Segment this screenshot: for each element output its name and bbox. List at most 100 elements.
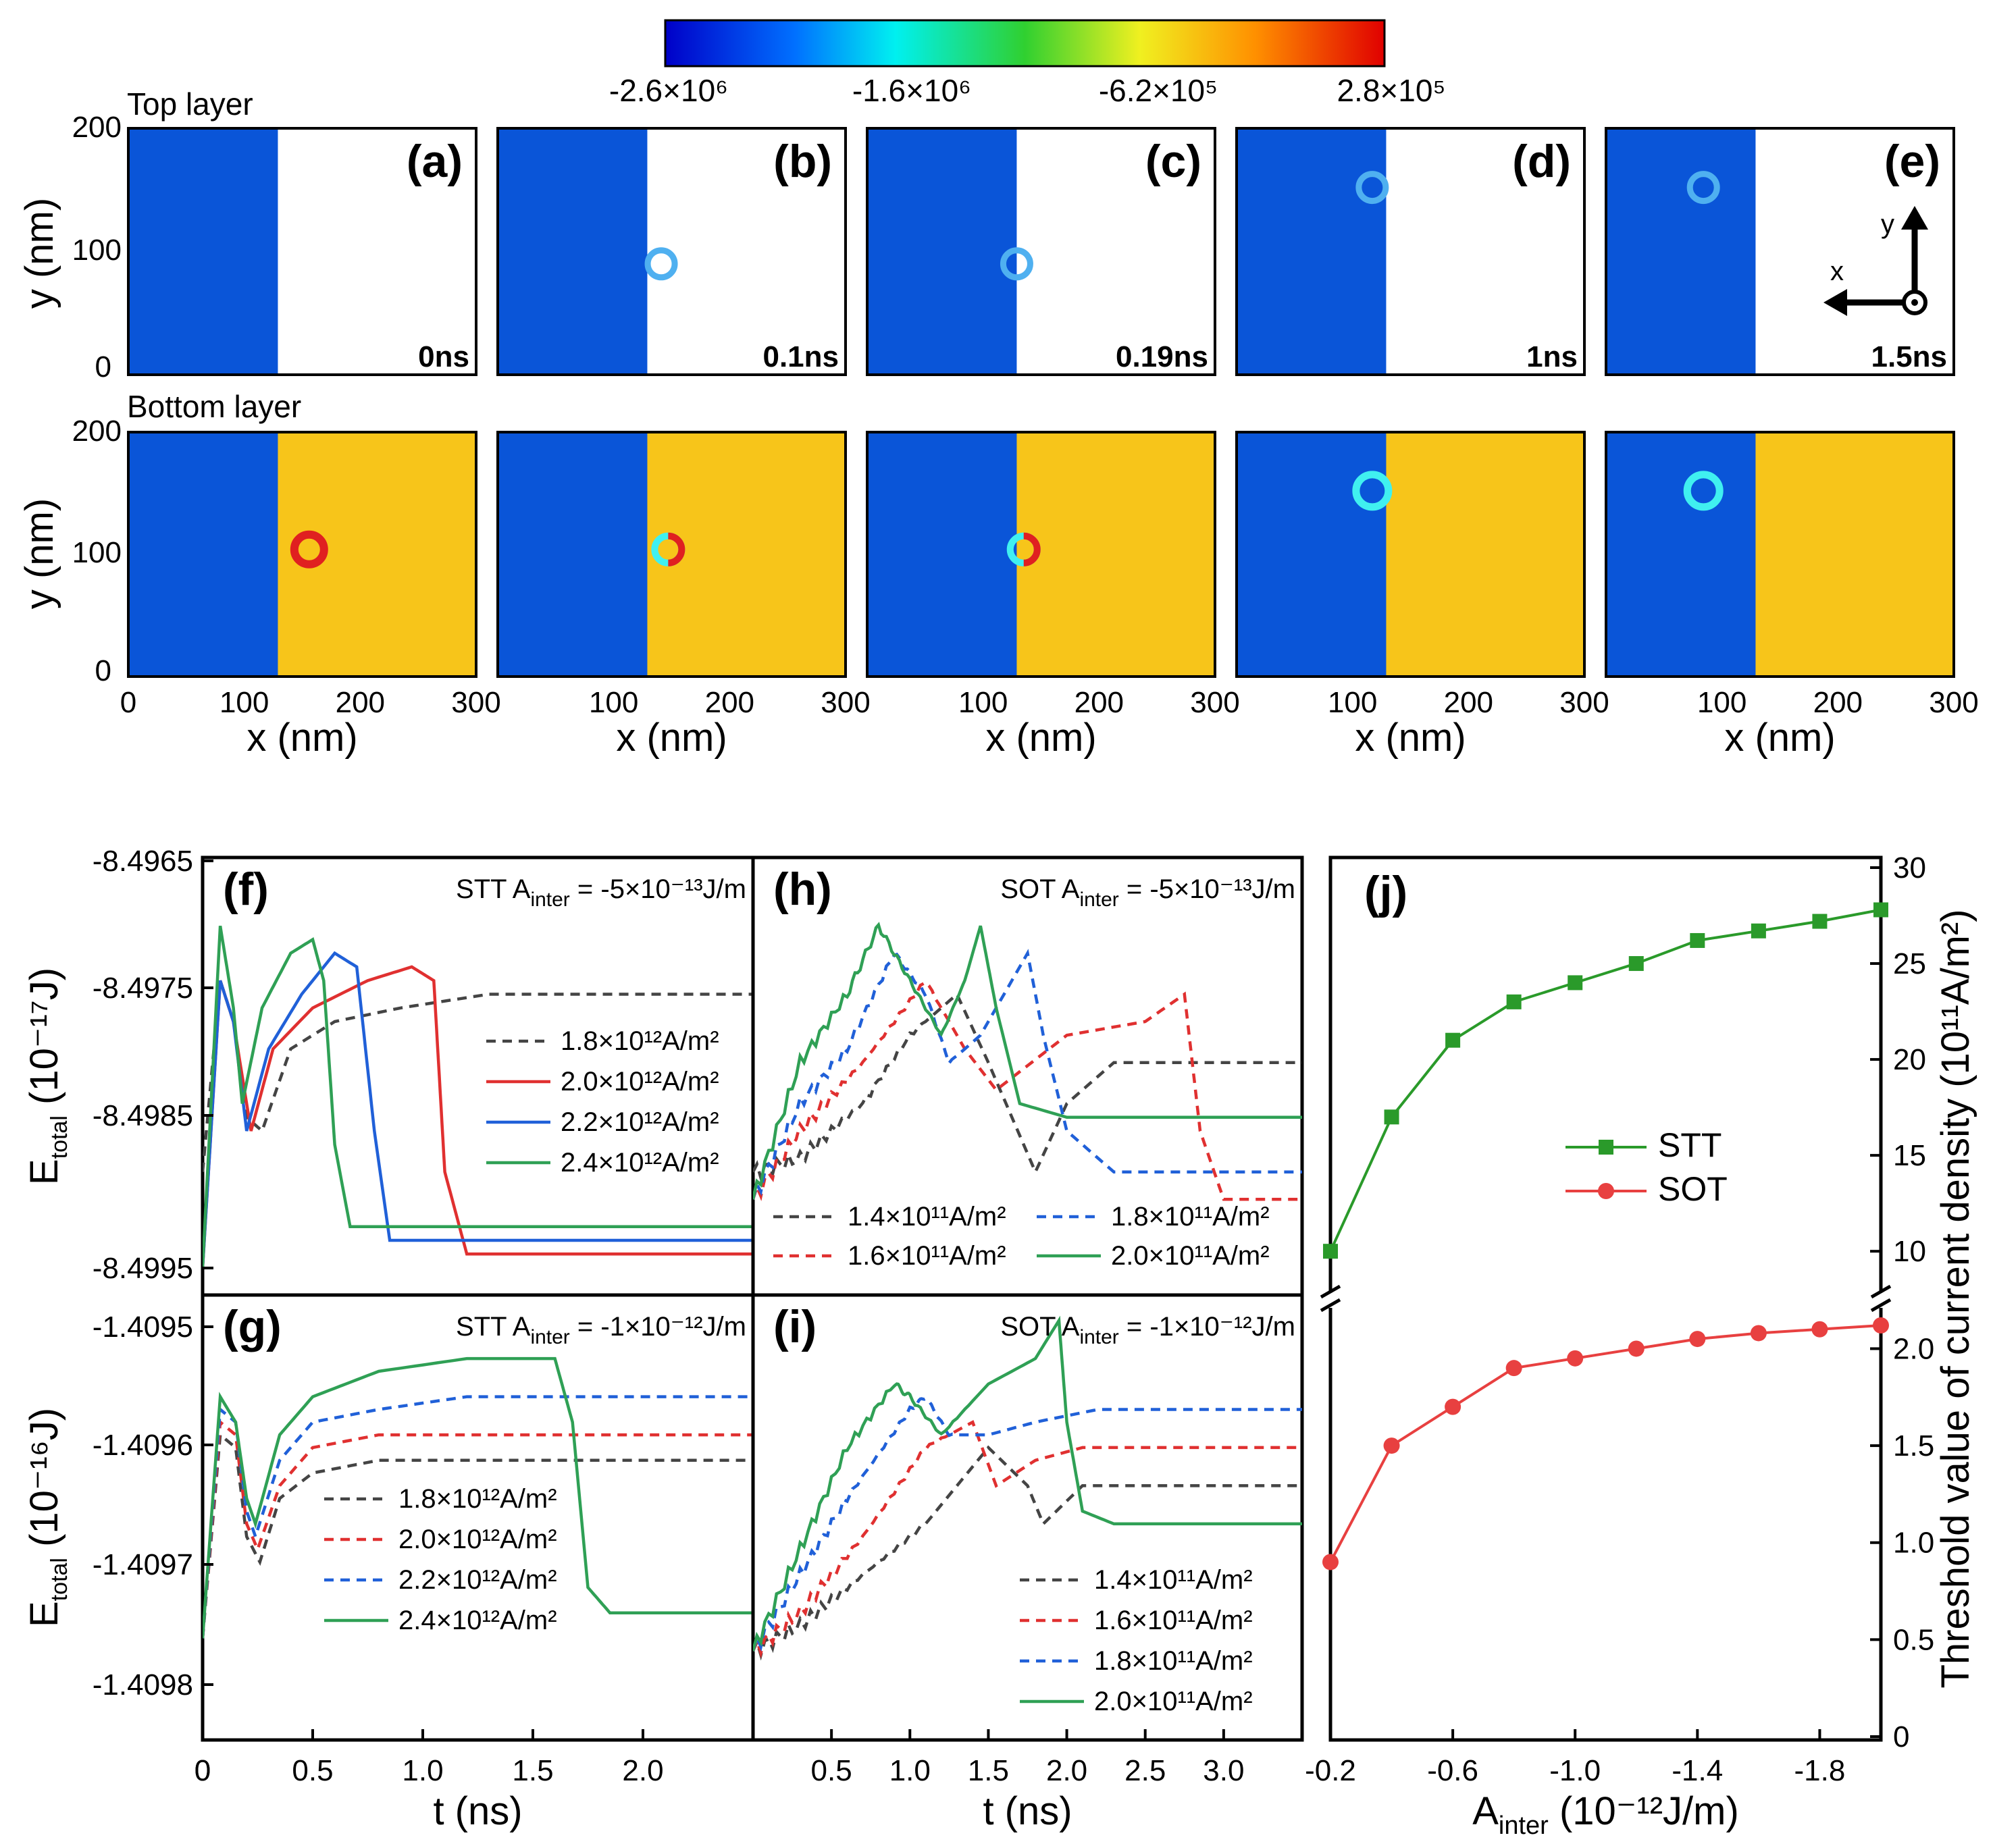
legend-label: 2.0×10¹¹A/m²	[1111, 1241, 1270, 1271]
line-charts: (f) STT Ainter = -5×10⁻¹³J/m1.8×10¹²A/m²2…	[22, 845, 1977, 1840]
map-x-tick: 300	[1559, 686, 1609, 719]
legend-entry: 1.8×10¹²A/m²	[324, 1484, 557, 1514]
map-y-tick: 100	[72, 234, 122, 267]
x-label-main: A	[1472, 1789, 1499, 1833]
legend-entry: SOT	[1565, 1170, 1728, 1208]
legend-label: STT	[1658, 1126, 1722, 1164]
series-line-stt	[1329, 908, 1882, 1252]
legend-label: 2.4×10¹²A/m²	[561, 1148, 719, 1178]
time-label: 1.5ns	[1871, 340, 1947, 373]
data-point	[1445, 1032, 1461, 1048]
legend-label: 2.0×10¹¹A/m²	[1094, 1687, 1253, 1716]
map-y-tick: 100	[72, 536, 122, 569]
colorbar-tick: -2.6×10⁶	[609, 73, 728, 108]
x-label-unit: (10⁻¹²J/m)	[1549, 1789, 1739, 1833]
map-x-tick: 100	[219, 686, 269, 719]
x-tick-label: 1.0	[402, 1754, 443, 1787]
y-label-main: E	[22, 1159, 66, 1185]
y-tick-label: -8.4995	[93, 1252, 193, 1285]
map-frame	[496, 127, 847, 376]
legend-entry: 2.2×10¹²A/m²	[486, 1107, 719, 1137]
panel-letter: (d)	[1512, 136, 1571, 187]
panel-letter: (h)	[773, 864, 832, 915]
map-panel-top-2: (c) 0.19ns	[866, 127, 1216, 376]
data-point	[1322, 1554, 1339, 1570]
x-axis-label: Ainter (10⁻¹²J/m)	[1472, 1789, 1739, 1840]
axis-break-mark	[1870, 1298, 1892, 1313]
y-label-main: E	[22, 1601, 66, 1627]
data-point	[1568, 975, 1583, 991]
series-line-3	[753, 1396, 1302, 1652]
colorbar: -2.6×10⁶ -1.6×10⁶ -6.2×10⁵ 2.8×10⁵	[609, 19, 1446, 108]
annotation: STT Ainter = -1×10⁻¹²J/m	[456, 1312, 746, 1348]
map-panel-top-1: (b) 0.1ns	[496, 127, 847, 376]
y-tick-label: -1.4096	[93, 1429, 193, 1462]
map-frame	[127, 431, 477, 678]
map-frame	[496, 431, 847, 678]
data-point	[1690, 932, 1705, 948]
legend-marker	[1599, 1140, 1613, 1155]
panel-letter: (c)	[1145, 136, 1201, 187]
legend-label: 1.6×10¹¹A/m²	[1094, 1606, 1253, 1635]
y-tick-label: 15	[1893, 1139, 1926, 1172]
panel-letter: (e)	[1884, 136, 1940, 187]
map-x-tick: 200	[1444, 686, 1493, 719]
x-tick-label: 2.5	[1124, 1754, 1166, 1787]
legend-label: 1.6×10¹¹A/m²	[848, 1241, 1006, 1271]
annotation-sub: inter	[1079, 1326, 1118, 1348]
chart-h: (h) SOT Ainter = -5×10⁻¹³J/m 1.4×10¹¹A/m² 1…	[751, 855, 1304, 1297]
series-line-2	[753, 980, 1302, 1201]
legend-entry: 2.0×10¹²A/m²	[486, 1067, 719, 1097]
annotation-value: = -1×10⁻¹²J/m	[1119, 1312, 1295, 1342]
z-dot	[1911, 299, 1918, 306]
chart-g: (g) STT Ainter = -1×10⁻¹²J/m 1.8×10¹²A/m² 2…	[22, 1293, 755, 1833]
y-tick-label: 0	[1893, 1720, 1909, 1753]
panel-letter: (b)	[773, 136, 832, 187]
data-point	[1505, 1360, 1522, 1377]
legend-label: 1.4×10¹¹A/m²	[848, 1202, 1006, 1232]
series-line-1	[203, 980, 753, 1172]
domain-region	[867, 432, 1017, 677]
map-x-tick: 100	[589, 686, 638, 719]
plot-frame	[201, 1293, 755, 1742]
y-tick-label: 1.0	[1893, 1527, 1934, 1560]
data-point	[1567, 1350, 1584, 1367]
skyrmion-ring-red	[1023, 532, 1041, 566]
map-frame	[1605, 431, 1955, 678]
x-tick-label: 1.0	[889, 1754, 931, 1787]
x-tick-label: 0	[195, 1754, 211, 1787]
domain-region	[1237, 432, 1387, 677]
series-group	[753, 1315, 1302, 1661]
coordinate-axes-glyph: yx	[1823, 206, 1928, 316]
series-line-4	[203, 1356, 753, 1639]
skyrmion-ring	[1352, 471, 1393, 511]
domain-region	[128, 128, 278, 375]
data-point	[1445, 1398, 1461, 1415]
annotation-value: = -1×10⁻¹²J/m	[570, 1312, 746, 1342]
legend-entry: 1.8×10¹¹A/m²	[1037, 1202, 1270, 1232]
legend-label: 2.2×10¹²A/m²	[561, 1107, 719, 1137]
legend-entry: STT	[1565, 1126, 1722, 1164]
axis-break-mark	[1320, 1284, 1341, 1299]
series-group	[203, 1356, 753, 1639]
legend-entry: 1.8×10¹²A/m²	[486, 1026, 719, 1056]
data-point	[1383, 1437, 1400, 1454]
domain-region	[867, 128, 1017, 375]
map-x-tick: 100	[958, 686, 1008, 719]
x-tick-label: -1.4	[1672, 1754, 1723, 1787]
map-panel-bottom-0	[127, 431, 477, 678]
x-tick-label: -0.2	[1305, 1754, 1356, 1787]
annotation: SOT Ainter = -5×10⁻¹³J/m	[1000, 874, 1295, 911]
y-tick-label: 30	[1893, 851, 1926, 885]
series-line-1	[753, 991, 1302, 1184]
map-y-tick: 200	[72, 111, 122, 144]
panel-letter: (j)	[1364, 867, 1407, 918]
axis-glyph-y: y	[1881, 209, 1894, 239]
y-tick-label: -1.4097	[93, 1548, 193, 1581]
x-tick-label: -1.0	[1549, 1754, 1601, 1787]
series-line-2	[753, 1420, 1302, 1659]
plot-frame	[1328, 855, 1883, 1742]
skyrmion-ring	[290, 530, 328, 569]
map-x-label: x (nm)	[616, 716, 727, 760]
annotation: STT Ainter = -5×10⁻¹³J/m	[456, 874, 746, 911]
